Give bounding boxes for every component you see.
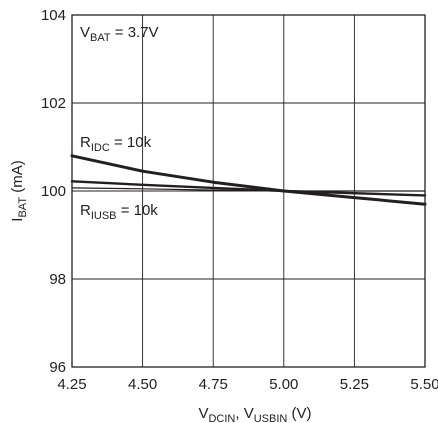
series-lines: [70, 154, 427, 206]
annotation-riusb-rest: = 10k: [117, 202, 159, 219]
x-tick-labels: 4.25 4.50 4.75 5.00 5.25 5.50: [57, 376, 438, 393]
annotation-vbat-rest: = 3.7V: [111, 24, 159, 41]
x-tick-label: 4.50: [128, 376, 157, 393]
x-tick-label: 5.50: [410, 376, 438, 393]
series-line: [70, 180, 427, 197]
annotation-vbat-main: V: [80, 24, 90, 41]
x-tick-label: 5.25: [340, 376, 369, 393]
x-tick-label: 4.75: [199, 376, 228, 393]
y-tick-label: 102: [41, 95, 66, 112]
annotation-vbat-sub: BAT: [90, 32, 111, 44]
y-axis-title-sub: BAT: [17, 197, 29, 218]
annotation-ridc-main: R: [80, 134, 91, 151]
x-tick-label: 5.00: [269, 376, 298, 393]
annotation-ridc: RIDC = 10k: [80, 134, 152, 154]
x-axis-title-sub2: USBIN: [254, 413, 288, 423]
y-tick-label: 100: [41, 183, 66, 200]
y-axis-title: IBAT (mA): [9, 160, 29, 221]
y-axis-title-main: I: [9, 218, 26, 222]
y-axis-title-rest: (mA): [9, 160, 26, 197]
y-tick-labels: 96 98 100 102 104: [41, 7, 66, 376]
y-tick-label: 104: [41, 7, 66, 24]
annotation-riusb-main: R: [80, 202, 91, 219]
plot-frame: [71, 14, 426, 368]
annotation-ridc-rest: = 10k: [110, 134, 152, 151]
annotation-riusb-sub: IUSB: [91, 210, 117, 222]
x-axis-title-v1: V: [198, 405, 208, 422]
x-axis-title-sub1: DCIN: [208, 413, 235, 423]
x-axis-title-sep: , V: [235, 405, 253, 422]
annotation-riusb: RIUSB = 10k: [80, 202, 158, 222]
annotation-ridc-sub: IDC: [91, 142, 110, 154]
annotation-vbat: VBAT = 3.7V: [80, 24, 159, 44]
y-tick-label: 96: [49, 359, 66, 376]
series-line: [70, 154, 427, 206]
x-axis-title-rest: (V): [287, 405, 311, 422]
x-axis-title: VDCIN, VUSBIN (V): [198, 405, 311, 423]
series-line: [71, 187, 426, 192]
x-tick-label: 4.25: [57, 376, 86, 393]
y-tick-label: 98: [49, 271, 66, 288]
